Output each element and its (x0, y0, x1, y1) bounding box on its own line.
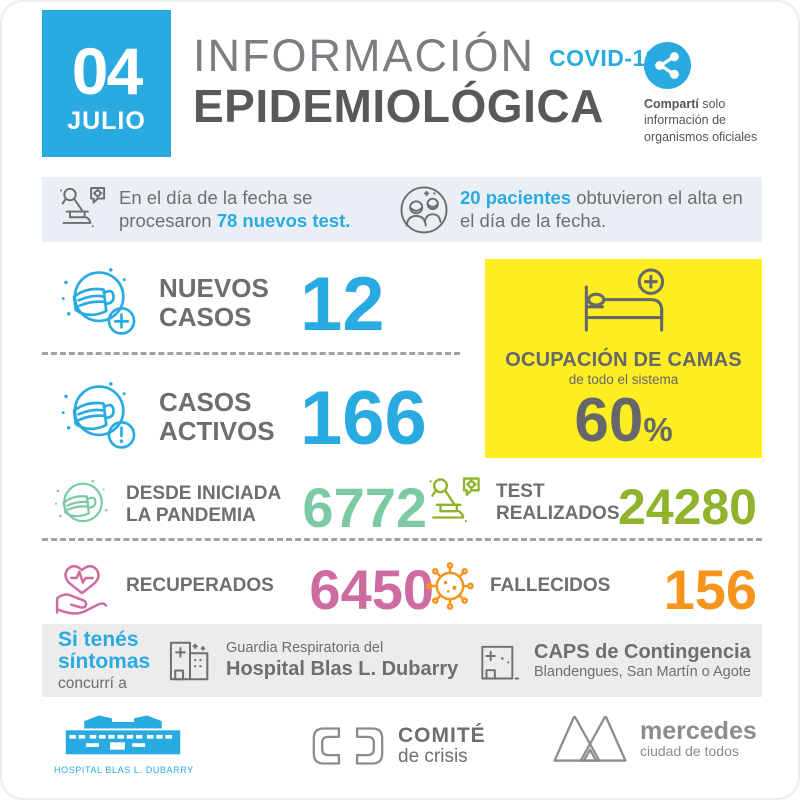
daily-tests-prefix: En el día de la fecha se procesaron (119, 186, 313, 231)
hospital-logo-label: HOSPITAL BLAS L. DUBARRY (54, 765, 194, 775)
stat-value-test-realizados: 24280 (617, 479, 757, 535)
patients-circle-icon (398, 184, 450, 236)
beds-value-number: 60 (574, 386, 644, 455)
daily-tests-item: En el día de la fecha se procesaron 78 n… (57, 168, 363, 250)
daily-discharged-highlight: 20 pacientes (460, 186, 572, 208)
share-caption: Compartí solo información de organismos … (644, 96, 764, 145)
share-caption-bold: Compartí (644, 97, 699, 111)
comite-line1: COMITÉ (398, 723, 486, 747)
caps-line2: Blandengues, San Martín o Agote (534, 663, 751, 680)
stat-label: CASOS ACTIVOS (159, 386, 275, 446)
microscope-icon (426, 472, 484, 534)
beds-value: 60% (485, 390, 762, 452)
guardia-line2: Hospital Blas L. Dubarry (226, 658, 459, 681)
stat-test-realizados: TEST REALIZADOS (426, 472, 624, 534)
page-title: INFORMACIÓN COVID-19 EPIDEMIOLÓGICA (193, 32, 659, 131)
symptoms-bar: Si tenés síntomas concurrí a (42, 624, 762, 697)
stat-label: RECUPERADOS (126, 575, 274, 597)
date-day: 04 (71, 34, 143, 108)
stat-casos-activos: CASOS ACTIVOS (57, 374, 294, 460)
stat-value-recuperados: 6450 (309, 558, 434, 621)
stat-nuevos-casos: NUEVOS CASOS (57, 260, 294, 346)
daily-discharged-suffix: obtuvieron el alta en el día de la fecha… (460, 186, 743, 231)
bed-occupancy-panel: OCUPACIÓN DE CAMAS de todo el sistema 60… (485, 259, 762, 458)
share-icon[interactable] (644, 42, 764, 89)
heart-in-hand-icon (50, 554, 114, 618)
mercedes-tagline: ciudad de todos (640, 743, 739, 760)
microscope-icon (57, 184, 109, 236)
virus-icon (422, 558, 478, 614)
mask-person-alert-icon (57, 374, 143, 460)
stat-label: TEST REALIZADOS (496, 481, 620, 524)
share-caption-rest: solo información de organismos oficiales (644, 97, 758, 144)
mercedes-m-logo (550, 708, 630, 770)
beds-title: OCUPACIÓN DE CAMAS (505, 349, 742, 371)
date-month: JULIO (67, 107, 146, 135)
stat-label: FALLECIDOS (490, 575, 611, 597)
beds-subtitle: de todo el sistema (568, 372, 679, 387)
stat-value-casos-activos: 166 (300, 376, 427, 461)
comite-line2: de crisis (398, 745, 468, 767)
stat-desde-pandemia: DESDE INICIADA LA PANDEMIA (52, 472, 291, 538)
stat-value-nuevos-casos: 12 (300, 262, 385, 347)
symptoms-intro-bold: Si tenés síntomas (58, 627, 151, 673)
caps-line1: CAPS de Contingencia (534, 640, 751, 663)
stat-value-fallecidos: 156 (663, 558, 757, 621)
mercedes-city-logo: mercedes ciudad de todos (550, 708, 757, 770)
stat-fallecidos: FALLECIDOS (422, 558, 610, 614)
hospital-bed-cross-icon (572, 267, 676, 343)
dashed-divider (42, 352, 460, 355)
stat-label: NUEVOS CASOS (159, 272, 269, 332)
daily-summary-bar: En el día de la fecha se procesaron 78 n… (42, 177, 762, 242)
title-informacion: INFORMACIÓN (193, 30, 535, 81)
mask-person-plus-icon (57, 260, 143, 346)
stat-label: DESDE INICIADA LA PANDEMIA (126, 483, 281, 526)
hospital-building-logo (54, 710, 214, 758)
mercedes-name: mercedes (640, 717, 757, 746)
hospital-building-icon (164, 637, 216, 685)
share-block: Compartí solo información de organismos … (644, 42, 764, 145)
guardia-line1: Guardia Respiratoria del (226, 639, 384, 656)
stat-value-desde-pandemia: 6772 (302, 476, 427, 539)
daily-discharged-item: 20 pacientes obtuvieron el alta en el dí… (398, 168, 760, 250)
symptoms-guardia: Guardia Respiratoria del Hospital Blas L… (164, 637, 458, 685)
date-box: 04 JULIO (42, 10, 171, 157)
title-epidemiologica: EPIDEMIOLÓGICA (193, 80, 604, 133)
stat-recuperados: RECUPERADOS (50, 554, 274, 618)
daily-tests-highlight: 78 nuevos test. (216, 209, 351, 231)
title-covid19: COVID-19 (549, 45, 660, 71)
daily-tests-text: En el día de la fecha se procesaron 78 n… (119, 187, 363, 232)
symptoms-intro: Si tenés síntomas concurrí a (58, 627, 163, 692)
symptoms-intro-rest: concurrí a (58, 674, 127, 692)
comite-de-crisis-logo: COMITÉ de crisis (310, 724, 486, 768)
daily-discharged-text: 20 pacientes obtuvieron el alta en el dí… (460, 187, 760, 232)
symptoms-caps: CAPS de Contingencia Blandengues, San Ma… (474, 637, 751, 685)
hospital-logo: HOSPITAL BLAS L. DUBARRY (54, 710, 214, 775)
beds-value-unit: % (643, 411, 673, 448)
mask-person-icon (52, 472, 114, 538)
dashed-divider (42, 538, 762, 541)
comite-brackets-logo (310, 724, 386, 768)
clinic-building-icon (474, 637, 524, 685)
